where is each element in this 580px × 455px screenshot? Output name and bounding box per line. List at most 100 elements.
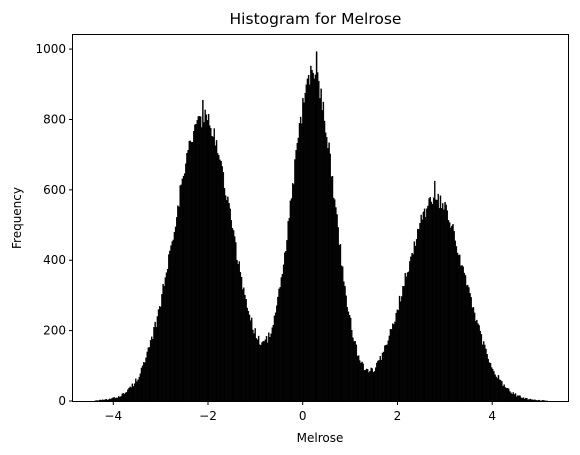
histogram-bar — [496, 377, 497, 401]
histogram-bar — [135, 379, 136, 401]
histogram-bar — [485, 349, 486, 401]
histogram-bar — [275, 313, 276, 401]
histogram-bar — [276, 306, 277, 401]
histogram-bar — [159, 306, 160, 401]
histogram-bar — [463, 267, 464, 401]
histogram-bar — [529, 399, 530, 401]
histogram-bar — [364, 370, 365, 401]
histogram-bar — [386, 345, 387, 401]
histogram-bar — [299, 123, 300, 401]
histogram-bar — [523, 398, 524, 401]
histogram-bar — [369, 371, 370, 401]
histogram-bar — [363, 364, 364, 401]
histogram-bar — [517, 396, 518, 401]
histogram-bar — [184, 174, 185, 401]
histogram-bar — [390, 329, 391, 401]
histogram-bar — [530, 399, 531, 401]
histogram-bar — [293, 184, 294, 401]
histogram-bar — [374, 371, 375, 401]
histogram-bar — [260, 345, 261, 401]
histogram-bar — [415, 246, 416, 401]
histogram-bar — [330, 154, 331, 401]
histogram-bar — [462, 265, 463, 401]
histogram-bar — [219, 160, 220, 401]
histogram-bar — [405, 273, 406, 401]
histogram-bar — [261, 342, 262, 401]
histogram-bar — [368, 373, 369, 401]
histogram-bar — [324, 121, 325, 401]
histogram-bar — [419, 223, 420, 401]
histogram-bar — [105, 400, 106, 401]
histogram-bar — [298, 138, 299, 401]
x-tick-label: 2 — [394, 409, 402, 423]
histogram-bar — [165, 278, 166, 401]
histogram-bar — [372, 369, 373, 401]
histogram-bar — [454, 231, 455, 401]
histogram-bar — [232, 228, 233, 401]
histogram-bar — [535, 400, 536, 401]
histogram-bar — [148, 348, 149, 401]
histogram-bar — [259, 345, 260, 401]
histogram-bar — [225, 196, 226, 401]
histogram-bar — [400, 302, 401, 401]
histogram-bar — [513, 392, 514, 401]
histogram-bar — [251, 318, 252, 401]
histogram-bar — [500, 380, 501, 401]
histogram-bar — [107, 400, 108, 401]
histogram-bar — [103, 400, 104, 401]
histogram-bar — [487, 354, 488, 401]
histogram-bar — [430, 197, 431, 401]
histogram-bar — [305, 93, 306, 401]
histogram-bar — [322, 110, 323, 401]
histogram-bar — [115, 398, 116, 401]
histogram-bar — [397, 310, 398, 401]
histogram-bar — [532, 400, 533, 401]
histogram-bar — [543, 400, 544, 401]
histogram-bar — [273, 325, 274, 401]
histogram-bar — [399, 296, 400, 401]
histogram-bar — [153, 327, 154, 401]
histogram-bar — [224, 188, 225, 401]
histogram-bar — [325, 133, 326, 401]
histogram-bar — [222, 166, 223, 401]
histogram-bar — [97, 400, 98, 401]
histogram-bar — [464, 273, 465, 401]
histogram-bar — [525, 398, 526, 401]
histogram-bar — [272, 328, 273, 401]
histogram-bar — [192, 142, 193, 401]
histogram-bar — [292, 183, 293, 401]
histogram-bar — [318, 81, 319, 401]
histogram-bar — [218, 155, 219, 401]
histogram-bar — [440, 196, 441, 401]
histogram-bar — [355, 341, 356, 401]
histogram-bar — [539, 400, 540, 401]
histogram-bar — [283, 265, 284, 401]
histogram-bar — [351, 330, 352, 401]
histogram-bar — [434, 181, 435, 401]
histogram-bar — [136, 382, 137, 401]
histogram-bar — [169, 251, 170, 401]
histogram-bar — [510, 393, 511, 401]
histogram-bar — [197, 120, 198, 401]
histogram-bar — [443, 210, 444, 401]
histogram-bar — [228, 203, 229, 401]
histogram-bar — [338, 227, 339, 401]
histogram-bar — [465, 275, 466, 401]
histogram-bar — [172, 241, 173, 401]
histogram-bar — [311, 70, 312, 401]
y-tick-label: 200 — [43, 324, 66, 338]
histogram-bar — [111, 398, 112, 401]
histogram-bar — [274, 316, 275, 401]
histogram-bar — [460, 266, 461, 401]
histogram-bar — [116, 398, 117, 401]
histogram-bar — [186, 153, 187, 401]
histogram-bar — [432, 204, 433, 401]
histogram-bar — [288, 221, 289, 401]
histogram-bar — [271, 334, 272, 401]
histogram-bar — [479, 325, 480, 401]
histogram-bar — [527, 400, 528, 401]
histogram-bar — [497, 378, 498, 401]
histogram-bar — [246, 299, 247, 401]
histogram-bar — [360, 363, 361, 401]
